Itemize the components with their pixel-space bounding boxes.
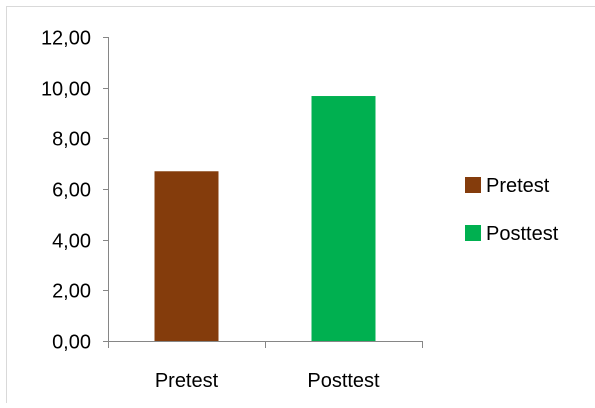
y-tick-label: 2,00 [52, 281, 91, 303]
bar [154, 171, 219, 341]
y-tick-label: 6,00 [52, 180, 91, 202]
y-tick-label: 0,00 [52, 332, 91, 354]
x-tick-label: Posttest [307, 370, 380, 392]
bar [311, 96, 376, 341]
bars [154, 96, 376, 341]
x-tick-label: Pretest [155, 370, 219, 392]
legend-label: Pretest [486, 175, 550, 197]
x-axis: Pretest Posttest [108, 341, 423, 392]
y-tick-label: 10,00 [41, 79, 91, 101]
y-tick-label: 8,00 [52, 129, 91, 151]
legend: Pretest Posttest [465, 175, 559, 245]
legend-swatch [465, 225, 481, 241]
legend-swatch [465, 177, 481, 193]
y-axis: 0,00 2,00 4,00 6,00 8,00 10,00 12,00 [41, 28, 109, 354]
y-tick-label: 12,00 [41, 28, 91, 50]
y-tick-label: 4,00 [52, 231, 91, 253]
legend-label: Posttest [486, 223, 559, 245]
